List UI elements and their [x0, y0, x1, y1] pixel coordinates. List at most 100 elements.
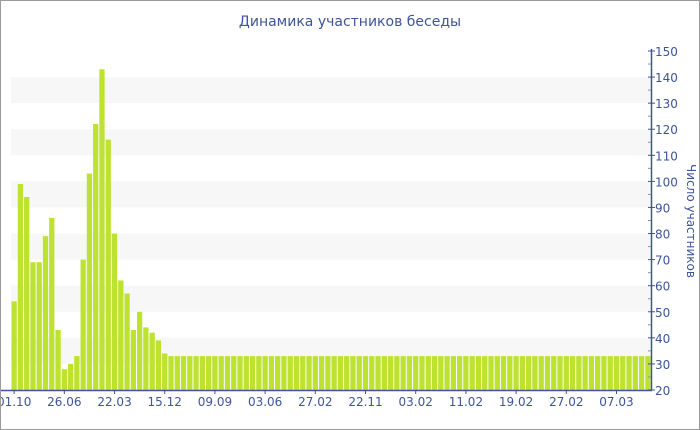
- bar: [350, 356, 356, 390]
- bar: [231, 356, 237, 390]
- bar: [638, 356, 645, 390]
- y-tick-label: 110: [655, 149, 678, 163]
- y-tick-label: 70: [655, 254, 670, 268]
- bar: [475, 356, 482, 390]
- bar: [500, 356, 507, 390]
- bar: [450, 356, 456, 390]
- bar: [394, 356, 400, 390]
- bar: [187, 356, 193, 390]
- x-tick-label: 26.06: [47, 395, 81, 409]
- x-tick-label: 09.09: [198, 395, 232, 409]
- bar: [30, 262, 36, 390]
- x-tick-label: 03.06: [248, 395, 282, 409]
- bar: [80, 259, 86, 390]
- bar: [325, 356, 331, 390]
- bar: [387, 356, 394, 390]
- bar: [413, 356, 419, 390]
- bar: [601, 356, 607, 390]
- bar: [331, 356, 337, 390]
- bar: [356, 356, 362, 390]
- bar: [482, 356, 488, 390]
- bar: [513, 356, 519, 390]
- bar: [519, 356, 526, 390]
- bar: [36, 262, 42, 390]
- bar: [243, 356, 249, 390]
- grid-band: [11, 285, 651, 312]
- bar: [362, 356, 369, 390]
- bar: [24, 197, 30, 390]
- bar: [444, 356, 450, 390]
- x-tick-label: 27.02: [549, 395, 583, 409]
- grid-band: [11, 337, 651, 364]
- bar: [256, 356, 262, 390]
- bar: [456, 356, 463, 390]
- bar: [293, 356, 300, 390]
- bar: [544, 356, 551, 390]
- y-tick-label: 30: [655, 358, 670, 372]
- bar: [155, 340, 162, 390]
- bar: [569, 356, 576, 390]
- bar: [162, 353, 168, 390]
- bar: [287, 356, 293, 390]
- bar: [607, 356, 613, 390]
- x-tick-label: 01.10: [1, 395, 31, 409]
- bar: [337, 356, 344, 390]
- bar: [124, 293, 130, 390]
- bar: [67, 363, 74, 390]
- bar: [344, 356, 350, 390]
- x-tick-label: 11.02: [449, 395, 483, 409]
- bar: [645, 356, 651, 390]
- bar: [86, 173, 93, 390]
- bar: [632, 356, 638, 390]
- bar: [595, 356, 601, 390]
- bar: [55, 330, 61, 390]
- y-tick-label: 90: [655, 201, 670, 215]
- bar: [262, 356, 268, 390]
- bar: [61, 369, 67, 390]
- y-tick-label: 60: [655, 280, 670, 294]
- bar: [538, 356, 544, 390]
- x-tick-label: 22.11: [348, 395, 382, 409]
- grid-band: [11, 181, 651, 208]
- bar: [494, 356, 500, 390]
- bar: [431, 356, 438, 390]
- bar: [488, 356, 494, 390]
- bar: [463, 356, 469, 390]
- bar: [180, 356, 187, 390]
- bar: [130, 330, 136, 390]
- bar: [49, 217, 55, 390]
- bar: [613, 356, 620, 390]
- y-tick-label: 80: [655, 228, 670, 242]
- bar: [136, 311, 143, 390]
- bar: [193, 356, 199, 390]
- x-tick-label: 27.02: [298, 395, 332, 409]
- bar: [111, 233, 118, 390]
- bar: [532, 356, 538, 390]
- grid-band: [11, 233, 651, 260]
- y-tick-label: 120: [655, 123, 678, 137]
- bar: [143, 327, 149, 390]
- bar: [469, 356, 475, 390]
- bar: [249, 356, 256, 390]
- bar: [149, 332, 155, 390]
- bar: [237, 356, 243, 390]
- bar: [174, 356, 180, 390]
- bar: [588, 356, 595, 390]
- bar: [168, 356, 174, 390]
- bar: [438, 356, 444, 390]
- bar: [268, 356, 275, 390]
- grid-band: [11, 77, 651, 104]
- bar: [557, 356, 563, 390]
- bar: [626, 356, 632, 390]
- bar: [576, 356, 582, 390]
- bar: [419, 356, 425, 390]
- bar: [306, 356, 312, 390]
- grid-band: [11, 129, 651, 156]
- x-tick-label: 07.03: [599, 395, 633, 409]
- bar: [199, 356, 206, 390]
- bar: [281, 356, 287, 390]
- bar: [582, 356, 588, 390]
- x-tick-label: 15.12: [148, 395, 182, 409]
